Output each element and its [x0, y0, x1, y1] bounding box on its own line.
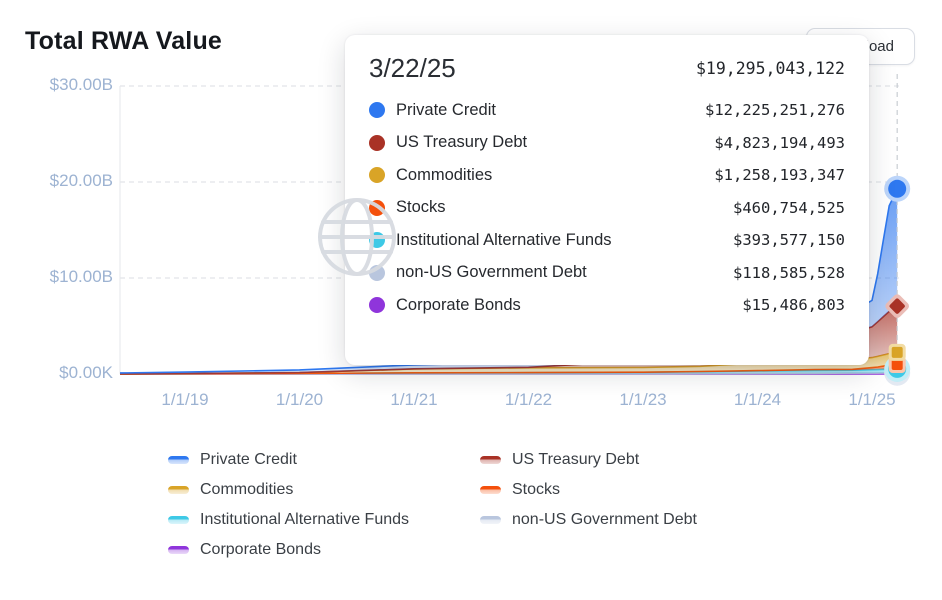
x-axis-tick-1-1-24: 1/1/24	[733, 390, 782, 409]
legend-item-private-credit[interactable]: Private Credit	[168, 450, 480, 470]
area-institutional-alternative-funds	[120, 368, 898, 374]
tooltip-row-institutional-alternative-funds: Institutional Alternative Funds $393,577,…	[369, 224, 845, 257]
series-dot-icon	[369, 264, 385, 281]
x-axis-tick-1-1-20: 1/1/20	[275, 390, 324, 409]
page-title: Total RWA Value	[25, 27, 223, 55]
legend-item-non-us-government-debt[interactable]: non-US Government Debt	[480, 510, 697, 530]
tooltip-row-us-treasury-debt: US Treasury Debt $4,823,194,493	[369, 127, 845, 160]
legend-swatch-icon	[480, 456, 501, 464]
x-axis-tick-1-1-23: 1/1/23	[619, 390, 667, 409]
tooltip-series-value: $12,225,251,276	[705, 101, 845, 120]
series-dot-icon	[369, 199, 385, 216]
tooltip-series-label: Private Credit	[396, 100, 496, 119]
y-axis-tick--20-00b: $20.00B	[49, 171, 113, 190]
chart-tooltip: 3/22/25 $19,295,043,122 Private Credit $1…	[345, 35, 869, 365]
legend-label: US Treasury Debt	[512, 451, 640, 468]
legend-item-commodities[interactable]: Commodities	[168, 480, 480, 500]
x-axis-tick-1-1-25: 1/1/25	[848, 390, 896, 409]
series-dot-icon	[369, 297, 385, 314]
legend-label: Corporate Bonds	[200, 541, 321, 558]
tooltip-row-private-credit: Private Credit $12,225,251,276	[369, 94, 845, 127]
y-axis-tick--10-00b: $10.00B	[49, 267, 113, 286]
tooltip-series-label: Commodities	[396, 165, 493, 184]
x-axis-tick-1-1-21: 1/1/21	[390, 390, 438, 409]
tooltip-series-value: $15,486,803	[742, 296, 845, 315]
area-commodities	[120, 352, 898, 374]
legend-item-us-treasury-debt[interactable]: US Treasury Debt	[480, 450, 697, 470]
tooltip-total-value: $19,295,043,122	[695, 59, 845, 78]
series-dot-icon	[369, 102, 385, 119]
tooltip-series-value: $4,823,194,493	[714, 133, 845, 152]
tooltip-series-label: Stocks	[396, 198, 446, 217]
x-axis-tick-1-1-22: 1/1/22	[504, 390, 553, 409]
legend-swatch-icon	[168, 546, 189, 554]
legend-item-stocks[interactable]: Stocks	[480, 480, 697, 500]
tooltip-row-stocks: Stocks $460,754,525	[369, 192, 845, 225]
tooltip-series-label: Corporate Bonds	[396, 295, 521, 314]
x-axis-tick-1-1-19: 1/1/19	[161, 390, 209, 409]
chart-legend: Private Credit US Treasury Debt Commoditie…	[168, 450, 697, 560]
tooltip-row-commodities: Commodities $1,258,193,347	[369, 159, 845, 192]
tooltip-series-value: $393,577,150	[733, 231, 845, 250]
legend-label: Commodities	[200, 481, 294, 498]
legend-swatch-icon	[168, 486, 189, 494]
series-marker-commodities	[891, 346, 903, 358]
legend-label: Private Credit	[200, 451, 297, 468]
tooltip-series-label: non-US Government Debt	[396, 263, 587, 282]
tooltip-series-label: US Treasury Debt	[396, 133, 528, 152]
legend-swatch-icon	[480, 516, 501, 524]
y-axis-tick--0-00k: $0.00K	[59, 363, 113, 382]
y-axis-tick--30-00b: $30.00B	[49, 75, 113, 94]
series-marker-us-treasury-debt	[889, 298, 905, 314]
series-dot-icon	[369, 167, 385, 184]
tooltip-series-value: $460,754,525	[733, 198, 845, 217]
series-dot-icon	[369, 232, 385, 249]
legend-label: Stocks	[512, 481, 561, 498]
tooltip-row-corporate-bonds: Corporate Bonds $15,486,803	[369, 289, 845, 322]
legend-swatch-icon	[168, 516, 189, 524]
tooltip-series-label: Institutional Alternative Funds	[396, 230, 612, 249]
tooltip-series-value: $118,585,528	[733, 263, 845, 282]
legend-item-corporate-bonds[interactable]: Corporate Bonds	[168, 540, 480, 560]
legend-swatch-icon	[480, 486, 501, 494]
series-marker-private-credit	[888, 179, 907, 198]
legend-swatch-icon	[168, 456, 189, 464]
tooltip-date: 3/22/25	[369, 53, 456, 83]
tooltip-header: 3/22/25 $19,295,043,122	[369, 53, 845, 84]
series-marker-stocks	[891, 359, 903, 371]
series-dot-icon	[369, 134, 385, 151]
tooltip-series-value: $1,258,193,347	[714, 166, 845, 185]
legend-label: non-US Government Debt	[512, 511, 697, 528]
tooltip-row-non-us-government-debt: non-US Government Debt $118,585,528	[369, 257, 845, 290]
tooltip-rows: Private Credit $12,225,251,276 US Treasury…	[369, 94, 845, 322]
legend-label: Institutional Alternative Funds	[200, 511, 410, 528]
legend-item-institutional-alternative-funds[interactable]: Institutional Alternative Funds	[168, 510, 480, 530]
